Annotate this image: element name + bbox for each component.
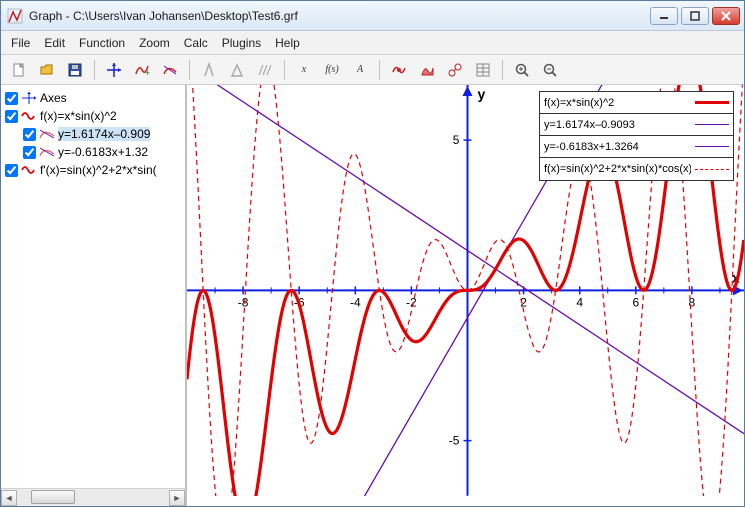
- legend-row: y=-0.6183x+1.3264: [540, 136, 733, 158]
- plot-area[interactable]: -8-6-4-22468-55xy f(x)=x*sin(x)^2y=1.617…: [187, 85, 744, 506]
- save-icon[interactable]: [63, 58, 87, 82]
- menu-zoom[interactable]: Zoom: [139, 36, 170, 50]
- legend-swatch: [695, 169, 729, 170]
- axes-icon[interactable]: [102, 58, 126, 82]
- tree-row[interactable]: f'(x)=sin(x)^2+2*x*sin(: [3, 161, 183, 179]
- toolbar-separator: [379, 60, 380, 80]
- menu-edit[interactable]: Edit: [44, 36, 65, 50]
- sidebar-scrollbar[interactable]: ◄ ►: [1, 488, 185, 506]
- toolbar: + xf(s)A: [1, 55, 744, 85]
- area-icon[interactable]: [415, 58, 439, 82]
- minimize-button[interactable]: [650, 7, 678, 25]
- menu-function[interactable]: Function: [79, 36, 125, 50]
- body: Axes f(x)=x*sin(x)^2 y=1.6174x–0.909 y=-0.6…: [1, 85, 744, 506]
- svg-text:-2: -2: [406, 295, 417, 309]
- tree-checkbox[interactable]: [5, 92, 18, 105]
- scroll-thumb[interactable]: [31, 490, 75, 504]
- maximize-button[interactable]: [681, 7, 709, 25]
- animate-icon[interactable]: [443, 58, 467, 82]
- legend-row: y=1.6174x–0.9093: [540, 114, 733, 136]
- legend-text: f(x)=x*sin(x)^2: [544, 97, 691, 109]
- tree-item-icon: [39, 127, 55, 141]
- tree-item-label: f'(x)=sin(x)^2+2*x*sin(: [40, 163, 157, 177]
- tree-checkbox[interactable]: [5, 110, 18, 123]
- scroll-track[interactable]: [17, 490, 169, 506]
- menubar: File Edit Function Zoom Calc Plugins Help: [1, 31, 744, 55]
- new-icon[interactable]: [7, 58, 31, 82]
- legend-text: y=1.6174x–0.9093: [544, 119, 691, 131]
- tree-item-label: f(x)=x*sin(x)^2: [40, 109, 117, 123]
- svg-text:+: +: [145, 68, 150, 78]
- tree-row[interactable]: Axes: [3, 89, 183, 107]
- tree-item-icon: [21, 91, 37, 105]
- legend-row: f(x)=x*sin(x)^2: [540, 92, 733, 114]
- tree-checkbox[interactable]: [5, 164, 18, 177]
- tree-item-icon: [21, 163, 37, 177]
- legend-text: f(x)=sin(x)^2+2*x*sin(x)*cos(x): [544, 163, 691, 175]
- tree-item-label: Axes: [40, 91, 67, 105]
- legend-swatch: [695, 124, 729, 125]
- scroll-right-button[interactable]: ►: [169, 490, 185, 506]
- window: Graph - C:\Users\Ivan Johansen\Desktop\T…: [0, 0, 745, 507]
- tree-row[interactable]: y=-0.6183x+1.32: [3, 143, 183, 161]
- scroll-left-button[interactable]: ◄: [1, 490, 17, 506]
- svg-text:-8: -8: [238, 295, 249, 309]
- sidebar: Axes f(x)=x*sin(x)^2 y=1.6174x–0.909 y=-0.6…: [1, 85, 187, 506]
- svg-text:-4: -4: [350, 295, 361, 309]
- group1-icon[interactable]: [197, 58, 221, 82]
- svg-text:y: y: [478, 86, 486, 102]
- tree-item-icon: [21, 109, 37, 123]
- tree-checkbox[interactable]: [23, 128, 36, 141]
- toolbar-separator: [94, 60, 95, 80]
- menu-calc[interactable]: Calc: [184, 36, 208, 50]
- text-label-icon[interactable]: A: [348, 58, 372, 82]
- add-tangent-icon[interactable]: [158, 58, 182, 82]
- add-func-icon[interactable]: +: [130, 58, 154, 82]
- toolbar-separator: [502, 60, 503, 80]
- legend-row: f(x)=sin(x)^2+2*x*sin(x)*cos(x): [540, 158, 733, 180]
- legend: f(x)=x*sin(x)^2 y=1.6174x–0.9093 y=-0.6183…: [539, 91, 734, 181]
- group2-icon[interactable]: [225, 58, 249, 82]
- group3-icon[interactable]: [253, 58, 277, 82]
- svg-text:6: 6: [632, 295, 639, 309]
- close-button[interactable]: [712, 7, 740, 25]
- tree-row[interactable]: f(x)=x*sin(x)^2: [3, 107, 183, 125]
- svg-text:4: 4: [576, 295, 583, 309]
- tree-item-label: y=1.6174x–0.909: [58, 127, 150, 141]
- toolbar-separator: [284, 60, 285, 80]
- legend-swatch: [695, 101, 729, 104]
- trace-icon[interactable]: [387, 58, 411, 82]
- zoom-in-icon[interactable]: [510, 58, 534, 82]
- tree-item-icon: [39, 145, 55, 159]
- toolbar-separator: [189, 60, 190, 80]
- tree-checkbox[interactable]: [23, 146, 36, 159]
- xy-icon[interactable]: x: [292, 58, 316, 82]
- zoom-out-icon[interactable]: [538, 58, 562, 82]
- menu-file[interactable]: File: [11, 36, 30, 50]
- svg-text:-5: -5: [449, 434, 460, 448]
- table-icon[interactable]: [471, 58, 495, 82]
- window-title: Graph - C:\Users\Ivan Johansen\Desktop\T…: [29, 9, 650, 23]
- menu-plugins[interactable]: Plugins: [222, 36, 261, 50]
- legend-swatch: [695, 146, 729, 147]
- menu-help[interactable]: Help: [275, 36, 300, 50]
- function-tree[interactable]: Axes f(x)=x*sin(x)^2 y=1.6174x–0.909 y=-0.6…: [1, 85, 185, 488]
- legend-text: y=-0.6183x+1.3264: [544, 141, 691, 153]
- titlebar: Graph - C:\Users\Ivan Johansen\Desktop\T…: [1, 1, 744, 31]
- tree-item-label: y=-0.6183x+1.32: [58, 145, 148, 159]
- app-icon: [7, 8, 23, 24]
- tree-row[interactable]: y=1.6174x–0.909: [3, 125, 183, 143]
- open-icon[interactable]: [35, 58, 59, 82]
- fofs-icon[interactable]: f(s): [320, 58, 344, 82]
- svg-text:5: 5: [453, 133, 460, 147]
